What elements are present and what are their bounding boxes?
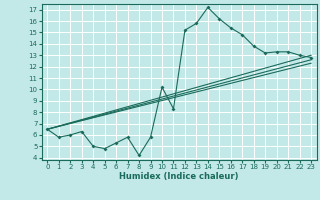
X-axis label: Humidex (Indice chaleur): Humidex (Indice chaleur) [119, 172, 239, 181]
